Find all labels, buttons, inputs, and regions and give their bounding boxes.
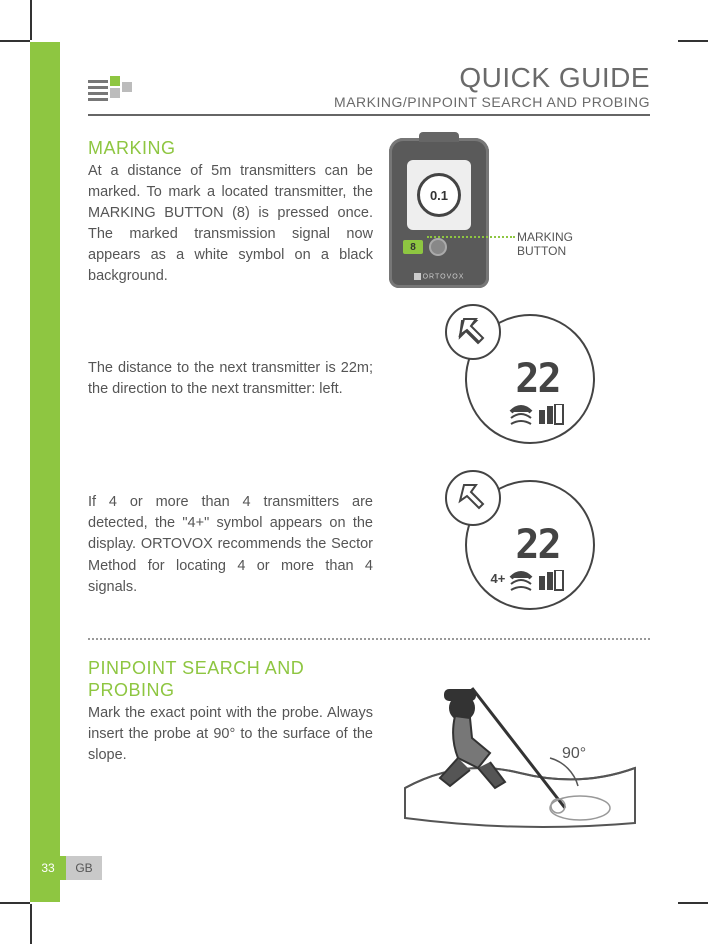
crop-mark xyxy=(678,902,708,904)
distance-display-4plus: 22 4+ xyxy=(445,470,595,620)
device-round-button xyxy=(429,238,447,256)
page-number: 33 xyxy=(30,856,66,880)
language-code: GB xyxy=(66,856,102,880)
signal-bars-icon xyxy=(509,404,565,428)
signal-bars-icon xyxy=(509,570,565,594)
distance-display: 22 xyxy=(445,304,595,454)
crop-mark xyxy=(30,0,32,40)
next-transmitter-section: The distance to the next transmitter is … xyxy=(88,304,650,454)
page-accent-bar xyxy=(30,42,60,902)
crop-mark xyxy=(0,40,30,42)
crop-mark xyxy=(678,40,708,42)
pinpoint-body: Mark the exact point with the probe. Alw… xyxy=(88,703,373,766)
brand-logo-icon xyxy=(88,76,136,110)
four-plus-indicator: 4+ xyxy=(491,571,506,586)
page-content: QUICK GUIDE MARKING/PINPOINT SEARCH AND … xyxy=(60,42,678,902)
callout-leader xyxy=(427,236,515,238)
section-divider xyxy=(88,638,650,640)
next-transmitter-body: The distance to the next transmitter is … xyxy=(88,358,373,400)
marking-button-callout: MARKING BUTTON xyxy=(517,230,573,259)
device-screen-value: 0.1 xyxy=(417,173,461,217)
marking-button-label: 8 xyxy=(403,240,423,254)
marking-body: At a distance of 5m transmitters can be … xyxy=(88,161,373,287)
direction-arrow-icon xyxy=(456,315,490,349)
page-footer: 33 GB xyxy=(30,856,102,880)
distance-value: 22 xyxy=(515,525,559,565)
angle-label: 90° xyxy=(562,745,586,762)
page-title: QUICK GUIDE xyxy=(334,62,650,94)
distance-value: 22 xyxy=(515,359,559,399)
marking-heading: MARKING xyxy=(88,138,373,159)
device-brand: ORTOVOX xyxy=(389,273,489,280)
probing-illustration: 90° xyxy=(400,658,640,828)
direction-arrow-icon xyxy=(456,481,490,515)
device-illustration: 0.1 8 ORTOVOX xyxy=(389,138,489,288)
pinpoint-section: PINPOINT SEARCH AND PROBING Mark the exa… xyxy=(88,658,650,828)
crop-mark xyxy=(0,902,30,904)
four-plus-body: If 4 or more than 4 transmitters are det… xyxy=(88,492,373,597)
page-subtitle: MARKING/PINPOINT SEARCH AND PROBING xyxy=(334,94,650,110)
page-header: QUICK GUIDE MARKING/PINPOINT SEARCH AND … xyxy=(88,62,650,116)
four-plus-section: If 4 or more than 4 transmitters are det… xyxy=(88,470,650,620)
marking-section: MARKING At a distance of 5m transmitters… xyxy=(88,138,650,288)
pinpoint-heading: PINPOINT SEARCH AND PROBING xyxy=(88,658,373,701)
crop-mark xyxy=(30,904,32,944)
